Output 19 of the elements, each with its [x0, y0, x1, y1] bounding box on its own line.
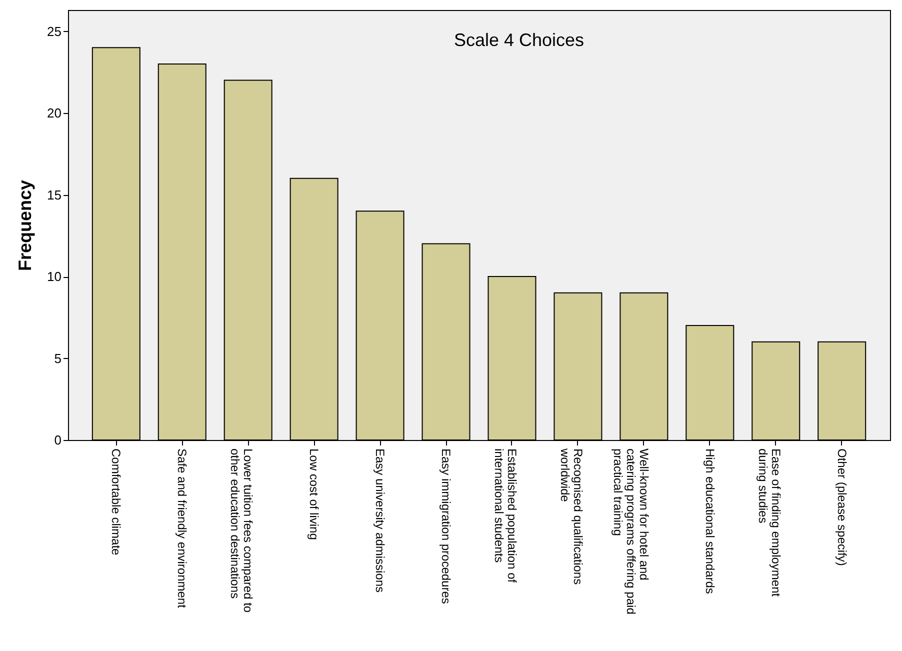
x-tick-label: Easy immigration procedures [439, 448, 454, 604]
y-tick-label: 15 [47, 187, 62, 202]
x-tick-label: Established population of international students [492, 448, 519, 584]
x-tick-label: Other (please specify) [834, 448, 849, 566]
x-tick-label: Recognised qualifications worldwide [558, 448, 585, 585]
text: Scale 4 Choices [454, 30, 584, 50]
x-tick-label: Easy university admissions [373, 448, 388, 593]
x-tick-label: High educational standards [702, 448, 717, 594]
x-tick-label: Ease of finding employment during studies [756, 448, 783, 598]
y-tick-label: 20 [47, 106, 62, 121]
x-tick-label: Low cost of living [307, 448, 322, 540]
x-tick-label: Comfortable climate [109, 448, 124, 556]
y-tick-label: 10 [47, 269, 62, 284]
x-tick-label: Safe and friendly environment [175, 448, 190, 609]
y-tick-label: 0 [54, 432, 62, 448]
y-tick-label: 5 [54, 350, 62, 366]
y-axis-title: Frequency [15, 180, 36, 272]
x-tick-label: Lower tuition fees compared to other education destinations [228, 448, 256, 613]
y-tick-label: 25 [47, 24, 62, 39]
